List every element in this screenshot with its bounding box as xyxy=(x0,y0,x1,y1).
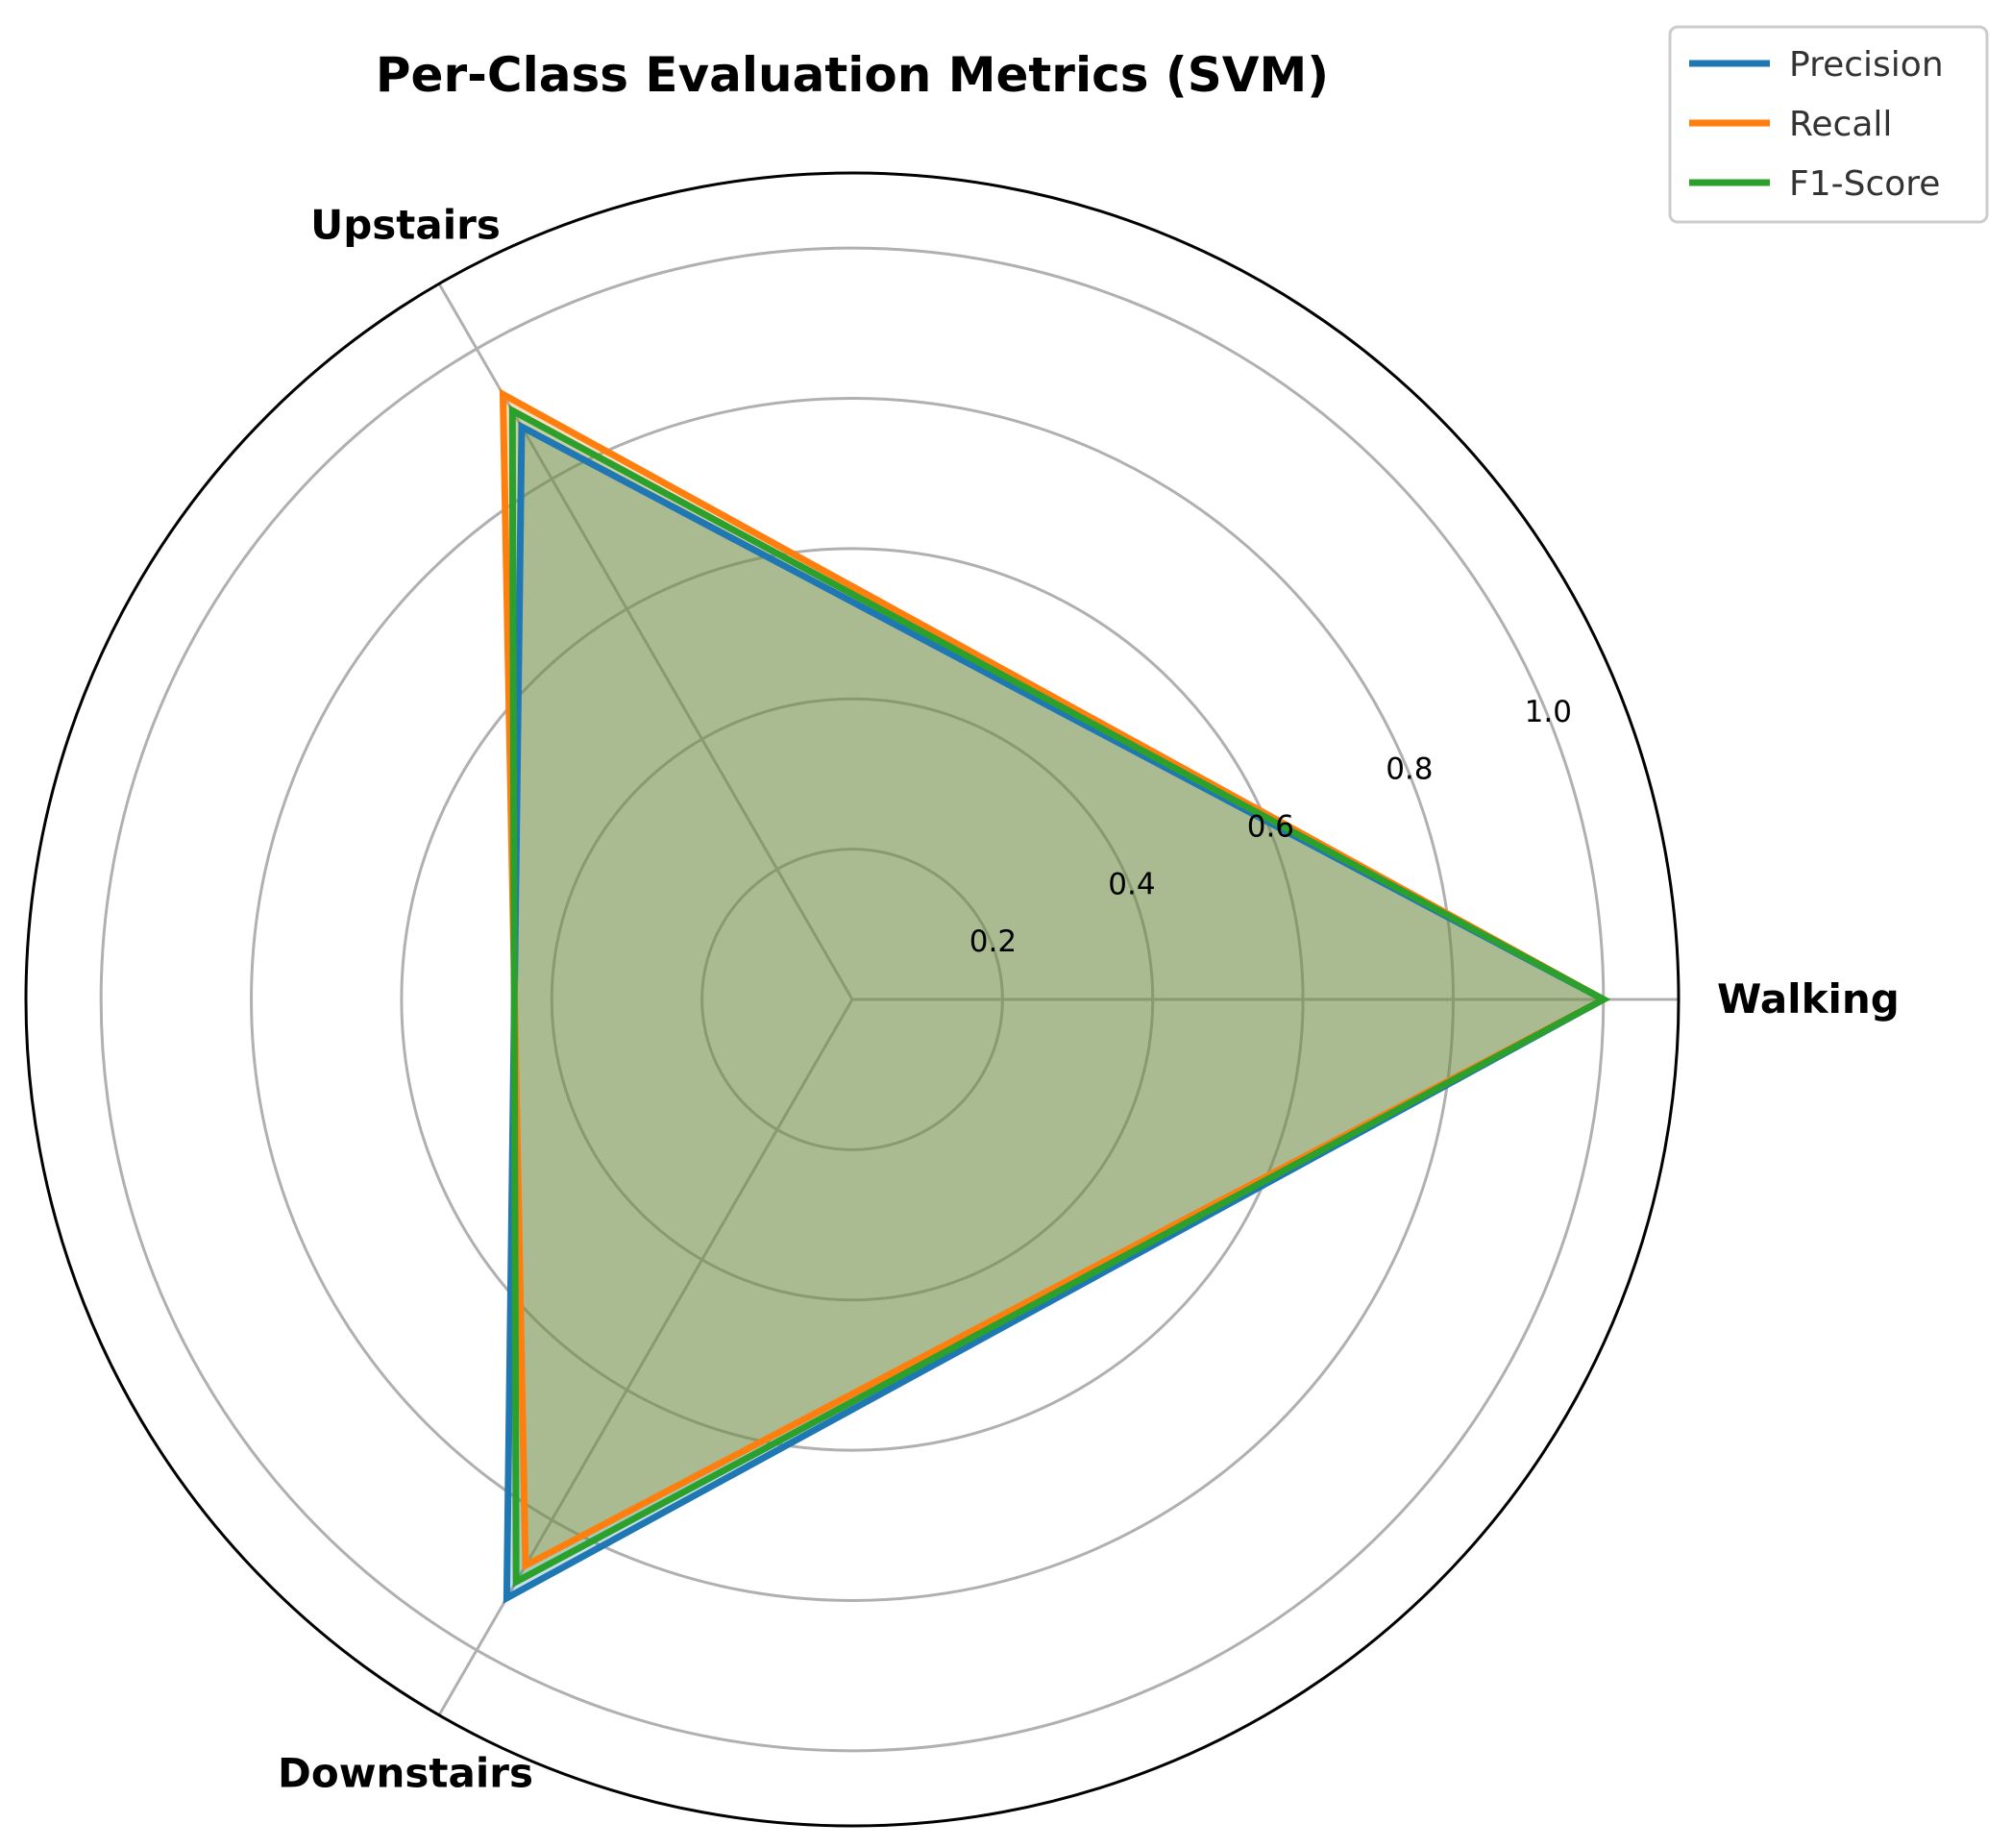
legend-label-recall: Recall xyxy=(1789,105,1892,144)
category-labels: Walking Upstairs Downstairs xyxy=(278,202,1900,1797)
polar-grid xyxy=(24,171,1681,1828)
outer-ring xyxy=(24,171,1681,1828)
area-precision xyxy=(506,427,1604,1598)
radial-tick-labels: 0.2 0.4 0.6 0.8 1.0 xyxy=(969,695,1572,959)
legend-label-f1-score: F1-Score xyxy=(1789,164,1940,204)
spoke-upstairs xyxy=(437,283,854,1000)
tick-label-0.6: 0.6 xyxy=(1247,809,1294,844)
legend-label-precision: Precision xyxy=(1789,45,1944,85)
chart-title: Per-Class Evaluation Metrics (SVM) xyxy=(376,47,1329,103)
area-f1-score xyxy=(512,410,1604,1582)
series-line-f1-score xyxy=(508,405,1611,1588)
series-lines xyxy=(499,388,1611,1604)
tick-label-1.0: 1.0 xyxy=(1525,695,1572,729)
category-label-upstairs: Upstairs xyxy=(310,202,501,249)
tick-label-0.2: 0.2 xyxy=(969,924,1017,959)
tick-label-0.4: 0.4 xyxy=(1108,867,1155,901)
category-label-downstairs: Downstairs xyxy=(278,1749,533,1796)
category-label-walking: Walking xyxy=(1717,975,1900,1023)
tick-label-0.8: 0.8 xyxy=(1386,752,1433,787)
legend-box xyxy=(1668,25,1989,224)
area-recall xyxy=(503,394,1604,1566)
legend: Precision Recall F1-Score xyxy=(1668,25,1989,224)
area-fill xyxy=(503,394,1604,1598)
